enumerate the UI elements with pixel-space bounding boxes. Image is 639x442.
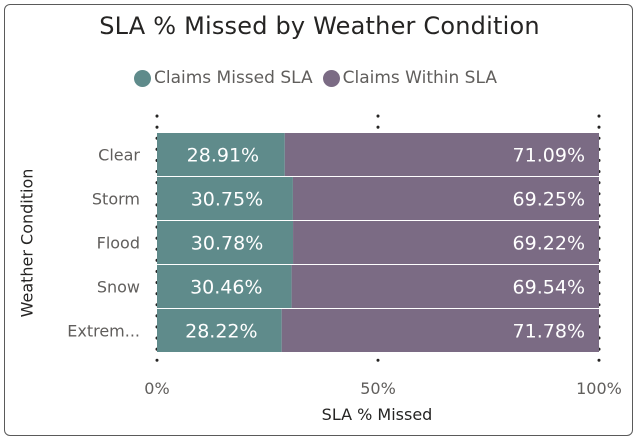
legend-item-within[interactable]: Claims Within SLA	[322, 68, 497, 88]
legend-marker-within	[322, 69, 340, 87]
data-label-within-2: 69.22%	[513, 233, 585, 255]
bar-within-1[interactable]	[292, 177, 599, 220]
category-label-1: Storm	[92, 190, 140, 209]
data-label-missed-0: 28.91%	[187, 145, 259, 167]
x-tick-label-1: 50%	[360, 379, 396, 398]
chart-title: SLA % Missed by Weather Condition	[99, 12, 540, 40]
data-label-within-0: 71.09%	[513, 145, 585, 167]
legend-label-within: Claims Within SLA	[342, 68, 497, 88]
category-label-2: Flood	[97, 234, 140, 253]
bar-missed-4[interactable]	[157, 309, 282, 352]
x-tick-label-0: 0%	[144, 379, 169, 398]
data-label-within-1: 69.25%	[513, 189, 585, 211]
category-label-0: Clear	[98, 146, 140, 165]
y-axis-title: Weather Condition	[17, 168, 37, 318]
bar-within-2[interactable]	[293, 221, 599, 264]
x-axis-title: SLA % Missed	[321, 405, 433, 424]
bar-within-3[interactable]	[291, 265, 599, 308]
legend-marker-missed	[134, 69, 151, 87]
data-label-missed-2: 30.78%	[191, 233, 263, 255]
data-label-within-4: 71.78%	[513, 321, 585, 343]
data-label-missed-3: 30.46%	[190, 277, 262, 299]
data-label-missed-4: 28.22%	[185, 321, 257, 343]
category-label-4: Extrem...	[67, 322, 140, 341]
bar-within-0[interactable]	[284, 133, 599, 176]
legend-label-missed: Claims Missed SLA	[154, 68, 313, 88]
category-label-3: Snow	[97, 278, 140, 297]
x-tick-label-2: 100%	[576, 379, 622, 398]
bar-within-4[interactable]	[281, 309, 599, 352]
legend: Claims Missed SLA Claims Within SLA	[134, 67, 507, 89]
bar-missed-2[interactable]	[157, 221, 294, 264]
legend-item-missed[interactable]: Claims Missed SLA	[134, 68, 313, 88]
data-label-within-3: 69.54%	[513, 277, 585, 299]
bar-missed-3[interactable]	[157, 265, 292, 308]
data-label-missed-1: 30.75%	[191, 189, 263, 211]
bar-missed-0[interactable]	[157, 133, 285, 176]
bar-missed-1[interactable]	[157, 177, 293, 220]
